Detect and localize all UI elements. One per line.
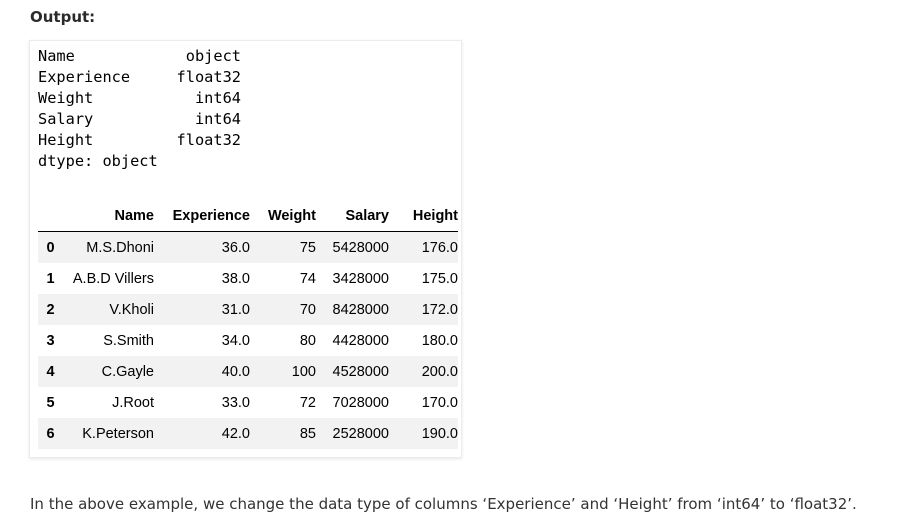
cell-weight: 85 (299, 425, 316, 442)
dtype-column-name: Experience (38, 68, 131, 86)
dtype-footer: dtype: object (38, 152, 158, 170)
cell-salary: 2528000 (332, 425, 389, 442)
cell-name: A.B.D Villers (72, 270, 154, 287)
table-row: 6 K.Peterson 42.0 85 2528000 190.0 (38, 418, 458, 449)
cell-salary: 8428000 (332, 301, 389, 318)
header-experience: Experience (154, 201, 250, 232)
cell-salary: 7028000 (332, 394, 389, 411)
cell-weight: 100 (291, 363, 316, 380)
cell-height: 176.0 (421, 239, 458, 256)
cell-height: 172.0 (421, 301, 458, 318)
table-row: 2 V.Kholi 31.0 70 8428000 172.0 (38, 294, 458, 325)
row-index: 1 (46, 270, 55, 287)
cell-salary: 4428000 (332, 332, 389, 349)
dtype-value: object (185, 47, 241, 65)
dtype-column-name: Salary (38, 110, 94, 128)
dtype-row: Name object (38, 46, 241, 67)
table-row: 5 J.Root 33.0 72 7028000 170.0 (38, 387, 458, 418)
dataframe-table: Name Experience Weight Salary Height 0 M… (38, 201, 458, 449)
cell-salary: 3428000 (332, 270, 389, 287)
cell-experience: 38.0 (221, 270, 250, 287)
cell-height: 200.0 (421, 363, 458, 380)
dtype-value: float32 (176, 68, 241, 86)
cell-height: 175.0 (421, 270, 458, 287)
dtype-value: int64 (194, 110, 241, 128)
header-salary: Salary (316, 201, 389, 232)
header-height: Height (389, 201, 458, 232)
cell-experience: 36.0 (221, 239, 250, 256)
cell-experience: 33.0 (221, 394, 250, 411)
table-row: 3 S.Smith 34.0 80 4428000 180.0 (38, 325, 458, 356)
header-index (38, 201, 63, 232)
explanation-text: In the above example, we change the data… (30, 495, 857, 513)
row-index: 0 (46, 239, 55, 256)
dtype-value: int64 (194, 89, 241, 107)
cell-weight: 80 (299, 332, 316, 349)
dtype-value: float32 (176, 131, 241, 149)
table-row: 0 M.S.Dhoni 36.0 75 5428000 176.0 (38, 231, 458, 263)
dtype-column-name: Height (38, 131, 94, 149)
cell-experience: 42.0 (221, 425, 250, 442)
cell-name: K.Peterson (82, 425, 154, 442)
header-name: Name (63, 201, 154, 232)
cell-name: V.Kholi (109, 301, 154, 318)
cell-name: C.Gayle (101, 363, 154, 380)
cell-weight: 72 (299, 394, 316, 411)
cell-height: 180.0 (421, 332, 458, 349)
dtype-column-name: Weight (38, 89, 94, 107)
cell-salary: 5428000 (332, 239, 389, 256)
dtype-row: Experience float32 (38, 67, 241, 88)
row-index: 6 (46, 425, 55, 442)
cell-experience: 40.0 (221, 363, 250, 380)
dtype-row: Weight int64 (38, 88, 241, 109)
dtypes-listing: Name object Experience float32 Weight int64… (38, 46, 241, 172)
cell-height: 190.0 (421, 425, 458, 442)
row-index: 3 (46, 332, 55, 349)
table-row: 4 C.Gayle 40.0 100 4528000 200.0 (38, 356, 458, 387)
row-index: 2 (46, 301, 55, 318)
cell-experience: 34.0 (221, 332, 250, 349)
row-index: 5 (46, 394, 55, 411)
cell-weight: 74 (299, 270, 316, 287)
cell-weight: 70 (299, 301, 316, 318)
cell-experience: 31.0 (221, 301, 250, 318)
dtype-row: Salary int64 (38, 109, 241, 130)
cell-salary: 4528000 (332, 363, 389, 380)
output-panel: Name object Experience float32 Weight int64… (29, 40, 462, 458)
output-label: Output: (30, 8, 96, 26)
cell-name: M.S.Dhoni (86, 239, 154, 256)
cell-name: J.Root (112, 394, 154, 411)
cell-name: S.Smith (103, 332, 154, 349)
row-index: 4 (46, 363, 55, 380)
dtype-column-name: Name (38, 47, 75, 65)
table-header-row: Name Experience Weight Salary Height (38, 201, 458, 232)
table-row: 1 A.B.D Villers 38.0 74 3428000 175.0 (38, 263, 458, 294)
dtype-row: Height float32 (38, 130, 241, 151)
cell-height: 170.0 (421, 394, 458, 411)
header-weight: Weight (250, 201, 316, 232)
cell-weight: 75 (299, 239, 316, 256)
